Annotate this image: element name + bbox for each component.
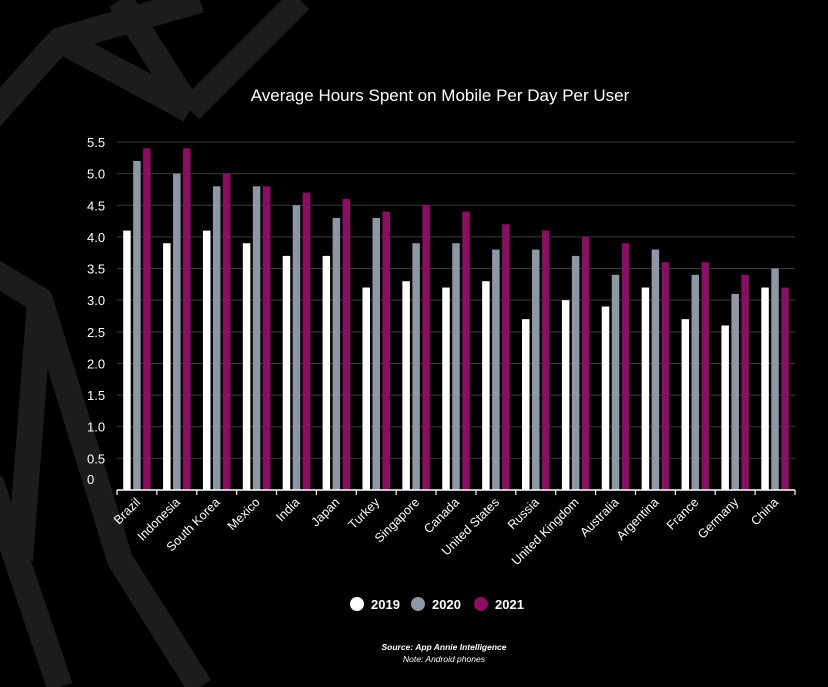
bar-2020 (611, 274, 620, 490)
legend-label-2021: 2021 (495, 597, 524, 612)
y-tick-label: 0 (87, 472, 94, 487)
bar-2019 (163, 243, 171, 490)
bar-2020 (173, 173, 181, 491)
bar-2019 (721, 325, 729, 490)
bar-2021 (302, 192, 311, 491)
bar-2019 (282, 255, 291, 490)
bar-2019 (402, 281, 410, 490)
bar-2020 (492, 249, 500, 490)
bar-2021 (781, 287, 789, 490)
bar-2021 (542, 230, 550, 490)
y-tick-label: 2.5 (87, 325, 105, 340)
bar-2020 (651, 249, 660, 490)
bar-2020 (133, 160, 141, 490)
bar-2020 (332, 217, 341, 490)
x-category-label: Argentina (614, 495, 662, 543)
x-category-label: Turkey (346, 495, 383, 532)
bar-2021 (422, 205, 430, 491)
bar-2020 (731, 293, 739, 490)
x-category-label: Germany (695, 495, 742, 542)
y-tick-label: 1.0 (87, 420, 105, 435)
bar-2020 (252, 186, 261, 491)
bar-2020 (571, 255, 580, 490)
chart-title: Average Hours Spent on Mobile Per Day Pe… (251, 86, 630, 105)
bar-2019 (202, 230, 211, 490)
y-tick-label: 5.0 (87, 167, 105, 182)
legend-label-2020: 2020 (432, 597, 461, 612)
bar-2021 (222, 173, 231, 491)
y-tick-label: 2.0 (87, 356, 105, 371)
legend-swatch-2019 (350, 597, 364, 611)
bar-2021 (741, 274, 749, 490)
x-category-label: Brazil (111, 495, 143, 527)
bar-2021 (262, 186, 271, 491)
x-category-label: India (274, 495, 303, 524)
bar-2021 (621, 243, 630, 490)
bar-2019 (641, 287, 650, 490)
x-category-label: France (664, 495, 701, 532)
note-text: Note: Android phones (403, 654, 486, 664)
legend-swatch-2020 (411, 597, 425, 611)
bars (123, 148, 789, 491)
bar-2019 (362, 287, 370, 490)
bar-2020 (771, 268, 779, 490)
y-tick-label: 4.0 (87, 230, 105, 245)
bar-2019 (761, 287, 769, 490)
y-tick-label: 0.5 (87, 451, 105, 466)
y-tick-label: 1.5 (87, 388, 105, 403)
y-tick-label: 4.5 (87, 198, 105, 213)
legend: 2019 2020 2021 (350, 597, 524, 612)
bar-2020 (372, 217, 380, 490)
x-category-label: Russia (505, 495, 542, 532)
bar-2020 (452, 243, 460, 490)
y-tick-label: 3.0 (87, 293, 105, 308)
bar-2019 (681, 319, 690, 490)
x-axis (116, 489, 796, 495)
x-category-label: China (748, 495, 781, 528)
bar-2019 (482, 281, 490, 490)
bar-2020 (412, 243, 420, 490)
y-axis-ticks: 0 0.5 1.0 1.5 2.0 2.5 3.0 3.5 4.0 4.5 5.0 5.5 (87, 135, 105, 487)
bar-2019 (442, 287, 450, 490)
bar-2021 (502, 224, 510, 490)
bar-2021 (701, 262, 710, 490)
legend-swatch-2021 (474, 597, 488, 611)
bar-2021 (143, 148, 151, 490)
bar-2021 (342, 198, 351, 491)
bar-2020 (691, 274, 700, 490)
bar-2020 (292, 205, 301, 491)
bar-2020 (212, 186, 221, 491)
bar-2021 (382, 211, 390, 490)
bar-2020 (532, 249, 540, 490)
bar-2019 (561, 300, 570, 490)
bar-2019 (601, 306, 610, 490)
source-text: Source: App Annie Intelligence (382, 642, 507, 652)
y-tick-label: 3.5 (87, 262, 105, 277)
diamond-watermark-icon (0, 0, 310, 687)
bar-2021 (581, 236, 590, 490)
bar-2019 (522, 319, 530, 490)
x-category-label: Japan (308, 495, 342, 529)
bar-2021 (661, 262, 670, 490)
bar-2019 (123, 230, 131, 490)
bar-2021 (183, 148, 191, 490)
y-tick-label: 5.5 (87, 135, 105, 150)
legend-label-2019: 2019 (371, 597, 400, 612)
bar-2019 (322, 255, 331, 490)
bar-2021 (462, 211, 470, 490)
x-category-label: Mexico (225, 495, 263, 533)
bar-2019 (242, 243, 251, 490)
